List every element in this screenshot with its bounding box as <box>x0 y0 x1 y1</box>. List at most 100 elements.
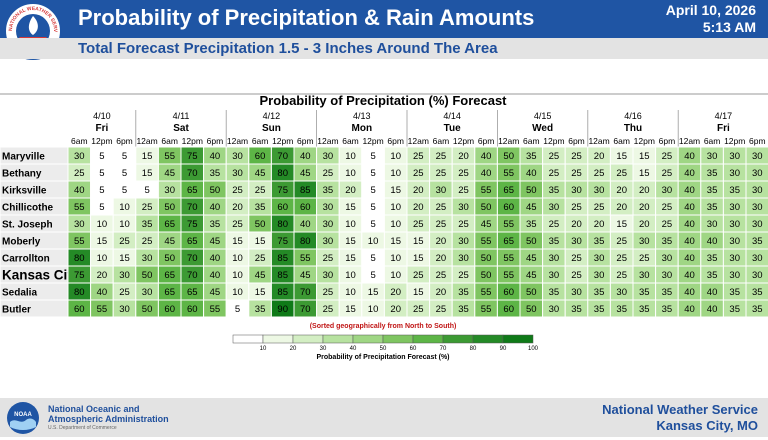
pop-value: 30 <box>729 168 740 179</box>
header-bar <box>0 0 768 38</box>
pop-value: 50 <box>526 304 537 315</box>
pop-value: 40 <box>707 236 718 247</box>
pop-value: 10 <box>232 270 243 281</box>
pop-value: 60 <box>187 304 198 315</box>
pop-value: 10 <box>368 304 379 315</box>
pop-value: 35 <box>707 202 718 213</box>
location-label: Maryville <box>2 152 45 163</box>
noaa-name: National Oceanic and Atmospheric Adminis… <box>48 404 169 424</box>
pop-value: 30 <box>571 287 582 298</box>
pop-value: 60 <box>74 304 85 315</box>
pop-value: 35 <box>323 185 334 196</box>
pop-value: 25 <box>616 253 627 264</box>
pop-value: 30 <box>74 219 85 230</box>
pop-value: 40 <box>300 151 311 162</box>
time-label: 6am <box>704 136 721 146</box>
pop-value: 55 <box>74 236 85 247</box>
pop-value: 75 <box>277 185 288 196</box>
pop-value: 10 <box>390 168 401 179</box>
time-label: 12pm <box>182 136 203 146</box>
pop-value: 25 <box>74 168 85 179</box>
pop-value: 30 <box>549 202 560 213</box>
colorbar-tick: 100 <box>528 346 539 352</box>
page-subtitle: Total Forecast Precipitation 1.5 - 3 Inc… <box>78 40 498 57</box>
pop-value: 45 <box>481 219 492 230</box>
pop-value: 55 <box>300 253 311 264</box>
pop-value: 35 <box>752 304 763 315</box>
pop-value: 5 <box>99 185 104 196</box>
pop-value: 20 <box>436 236 447 247</box>
page-title: Probability of Precipitation & Rain Amou… <box>78 5 535 30</box>
pop-value: 25 <box>639 253 650 264</box>
pop-value: 25 <box>413 219 424 230</box>
colorbar-swatch <box>382 334 414 344</box>
pop-value: 40 <box>684 253 695 264</box>
pop-value: 50 <box>210 185 221 196</box>
pop-value: 30 <box>639 236 650 247</box>
time-label: 6am <box>342 136 359 146</box>
pop-value: 70 <box>187 270 198 281</box>
pop-value: 25 <box>436 304 447 315</box>
pop-value: 60 <box>503 202 514 213</box>
pop-value: 35 <box>255 202 266 213</box>
pop-value: 15 <box>413 236 424 247</box>
pop-value: 70 <box>187 253 198 264</box>
time-label: 12am <box>588 136 609 146</box>
pop-value: 15 <box>368 287 379 298</box>
pop-value: 40 <box>481 168 492 179</box>
pop-value: 40 <box>74 185 85 196</box>
pop-value: 30 <box>458 253 469 264</box>
pop-value: 10 <box>97 219 108 230</box>
colorbar-swatch <box>322 334 354 344</box>
pop-value: 40 <box>707 287 718 298</box>
pop-value: 30 <box>571 185 582 196</box>
time-label: 6am <box>161 136 178 146</box>
pop-value: 25 <box>458 185 469 196</box>
pop-value: 30 <box>232 168 243 179</box>
day-name-label: Wed <box>532 123 553 134</box>
pop-value: 35 <box>142 219 153 230</box>
pop-value: 25 <box>436 219 447 230</box>
pop-value: 20 <box>413 185 424 196</box>
pop-value: 40 <box>684 236 695 247</box>
colorbar-tick: 70 <box>440 346 447 352</box>
pop-value: 75 <box>187 219 198 230</box>
pop-value: 60 <box>164 304 175 315</box>
pop-value: 30 <box>323 202 334 213</box>
pop-value: 25 <box>323 287 334 298</box>
pop-value: 25 <box>436 151 447 162</box>
pop-value: 20 <box>390 304 401 315</box>
pop-value: 70 <box>300 287 311 298</box>
pop-value: 25 <box>142 236 153 247</box>
pop-value: 55 <box>74 202 85 213</box>
pop-value: 5 <box>144 185 149 196</box>
pop-value: 5 <box>370 151 375 162</box>
pop-value: 45 <box>210 236 221 247</box>
location-label: Kansas City <box>2 268 80 283</box>
pop-value: 55 <box>503 270 514 281</box>
pop-value: 25 <box>549 151 560 162</box>
pop-value: 45 <box>255 270 266 281</box>
pop-value: 25 <box>616 270 627 281</box>
day-date-label: 4/13 <box>353 111 371 121</box>
pop-value: 50 <box>164 253 175 264</box>
pop-value: 15 <box>390 185 401 196</box>
pop-value: 20 <box>594 151 605 162</box>
pop-value: 40 <box>684 219 695 230</box>
pop-value: 30 <box>729 253 740 264</box>
pop-value: 25 <box>323 253 334 264</box>
time-label: 12pm <box>634 136 655 146</box>
pop-value: 5 <box>99 202 104 213</box>
pop-value: 30 <box>458 202 469 213</box>
pop-value: 30 <box>323 151 334 162</box>
pop-value: 40 <box>300 219 311 230</box>
pop-value: 25 <box>571 253 582 264</box>
pop-value: 35 <box>526 151 537 162</box>
pop-value: 10 <box>368 236 379 247</box>
pop-value: 25 <box>119 287 130 298</box>
pop-value: 65 <box>187 185 198 196</box>
issue-datetime: April 10, 2026 5:13 AM <box>666 2 756 36</box>
colorbar-swatch <box>412 334 444 344</box>
pop-value: 30 <box>752 202 763 213</box>
pop-value: 65 <box>164 270 175 281</box>
